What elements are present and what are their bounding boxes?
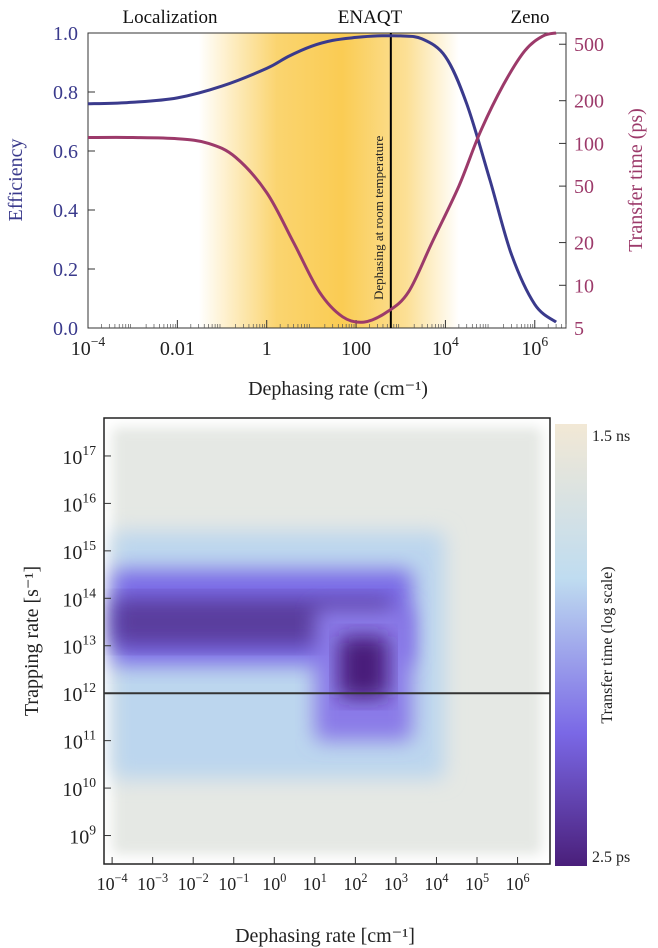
region-label-enaqt: ENAQT xyxy=(338,7,403,28)
heatmap-y-tick-label: 1011 xyxy=(63,728,96,754)
heatmap-y-tick-label: 1017 xyxy=(62,443,96,469)
heatmap-x-tick-label: 100 xyxy=(262,871,286,894)
region-label-zeno: Zeno xyxy=(510,7,549,28)
top-x-tick-label: 0.01 xyxy=(160,338,195,360)
transfer-time-curve xyxy=(87,31,557,324)
heatmap-x-tick-label: 104 xyxy=(424,871,448,894)
top-x-tick-label: 10−4 xyxy=(71,334,106,360)
colorbar-max-label: 1.5 ns xyxy=(592,428,630,445)
heatmap-y-tick-label: 1015 xyxy=(62,538,96,564)
efficiency-tick-label: 0.2 xyxy=(53,259,78,281)
efficiency-tick-label: 0.8 xyxy=(53,82,78,104)
heatmap-x-tick-label: 103 xyxy=(384,871,408,894)
transfer-time-tick-label: 50 xyxy=(574,176,594,198)
heatmap-y-tick-label: 109 xyxy=(69,823,96,849)
transfer-time-tick-label: 200 xyxy=(574,91,604,113)
efficiency-tick-label: 1.0 xyxy=(53,23,78,45)
heatmap-x-tick-label: 10−2 xyxy=(178,871,209,894)
transfer-time-tick-label: 100 xyxy=(574,133,604,155)
heatmap-y-tick-label: 1016 xyxy=(62,490,96,516)
heatmap-x-axis-label: Dephasing rate [cm⁻¹] xyxy=(235,925,415,947)
efficiency-curve xyxy=(87,34,558,324)
efficiency-tick-label: 0.4 xyxy=(53,200,78,222)
efficiency-tick-label: 0.0 xyxy=(53,318,78,340)
colorbar-min-label: 2.5 ps xyxy=(592,849,630,866)
heatmap-y-tick-label: 1013 xyxy=(62,633,96,659)
region-label-localization: Localization xyxy=(123,7,218,28)
top-x-tick-label: 1 xyxy=(262,338,272,360)
heatmap-x-tick-label: 101 xyxy=(303,871,327,894)
heatmap-x-tick-label: 102 xyxy=(343,871,367,894)
transfer-time-tick-label: 10 xyxy=(574,275,594,297)
heatmap-x-tick-label: 10−1 xyxy=(218,871,249,894)
heatmap-y-axis-label: Trapping rate [s⁻¹] xyxy=(21,566,43,716)
efficiency-axis-label: Efficiency xyxy=(5,139,27,222)
colorbar-title: Transfer time (log scale) xyxy=(599,566,616,723)
heatmap-frame xyxy=(103,417,551,865)
heatmap-y-tick-label: 1010 xyxy=(62,775,96,801)
top-x-tick-label: 106 xyxy=(521,334,548,360)
heatmap-x-tick-label: 10−4 xyxy=(97,871,128,894)
heatmap-x-tick-label: 106 xyxy=(506,871,530,894)
heatmap-y-tick-label: 1014 xyxy=(62,585,96,611)
room-temperature-label: Dephasing at room temperature xyxy=(371,136,386,300)
transfer-time-axis-label: Transfer time (ps) xyxy=(625,108,647,252)
heatmap-x-tick-label: 105 xyxy=(465,871,489,894)
heatmap-y-tick-label: 1012 xyxy=(62,680,96,706)
transfer-time-tick-label: 20 xyxy=(574,233,594,255)
top-x-tick-label: 104 xyxy=(432,334,459,360)
efficiency-chart: 10−4 0.01 1 100 104 106 0.0 0.2 0.4 0.6 0.8 1.0 5 1… xyxy=(5,7,647,400)
colorbar xyxy=(555,424,587,866)
transfer-time-tick-label: 500 xyxy=(574,34,604,56)
transfer-time-tick-label: 5 xyxy=(574,318,584,340)
heatmap-x-tick-label: 10−3 xyxy=(137,871,168,894)
top-x-tick-label: 100 xyxy=(341,338,371,360)
trapping-heatmap: 10−4 10−3 10−2 10−1 100 101 102 103 104 105 106 10… xyxy=(21,417,630,947)
heatmap-minimum-core xyxy=(339,636,388,698)
enaqt-highlight-band xyxy=(198,33,459,328)
top-x-axis-label: Dephasing rate (cm⁻¹) xyxy=(248,378,428,400)
top-plot-frame xyxy=(87,32,567,329)
efficiency-tick-label: 0.6 xyxy=(53,141,78,163)
